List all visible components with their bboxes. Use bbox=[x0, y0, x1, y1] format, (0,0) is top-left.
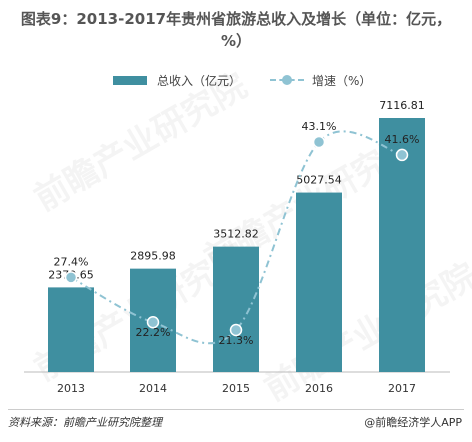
growth-value-label: 41.6% bbox=[385, 133, 420, 146]
growth-value-label: 22.2% bbox=[136, 326, 171, 339]
growth-point bbox=[64, 271, 78, 284]
legend: 总收入（亿元） 增速（%） bbox=[0, 70, 472, 90]
x-tick-label: 2017 bbox=[388, 382, 416, 395]
chart-title: 图表9：2013-2017年贵州省旅游总收入及增长（单位：亿元，%） bbox=[20, 10, 452, 50]
x-tick-label: 2016 bbox=[305, 382, 333, 395]
bar bbox=[48, 287, 94, 372]
bar-value-label: 7116.81 bbox=[379, 99, 425, 112]
x-tick-label: 2013 bbox=[57, 382, 85, 395]
bar-value-label: 5027.54 bbox=[296, 174, 342, 187]
growth-value-label: 27.4% bbox=[54, 255, 89, 268]
legend-item-growth: 增速（%） bbox=[270, 70, 371, 90]
growth-value-label: 21.3% bbox=[219, 334, 254, 347]
footer-divider bbox=[8, 409, 464, 410]
legend-label-revenue: 总收入（亿元） bbox=[157, 73, 242, 88]
growth-point bbox=[146, 315, 160, 329]
growth-line bbox=[70, 130, 403, 345]
legend-label-growth: 增速（%） bbox=[312, 73, 372, 88]
bar-value-label: 2895.98 bbox=[130, 250, 176, 263]
bar bbox=[296, 192, 342, 372]
legend-bar-swatch bbox=[113, 75, 147, 85]
source-note: 资料来源：前瞻产业研究院整理 bbox=[8, 416, 162, 429]
bar-value-label: 3512.82 bbox=[213, 228, 259, 241]
growth-value-label: 43.1% bbox=[302, 120, 337, 133]
x-tick-label: 2014 bbox=[139, 382, 167, 395]
growth-point bbox=[229, 323, 243, 337]
legend-item-revenue: 总收入（亿元） bbox=[113, 70, 241, 90]
brand-credit: @前瞻经济学人APP bbox=[364, 416, 462, 429]
growth-point bbox=[395, 148, 409, 162]
legend-line-swatch bbox=[270, 74, 304, 86]
x-tick-label: 2015 bbox=[222, 382, 250, 395]
growth-point bbox=[312, 135, 326, 149]
bar bbox=[213, 246, 259, 372]
